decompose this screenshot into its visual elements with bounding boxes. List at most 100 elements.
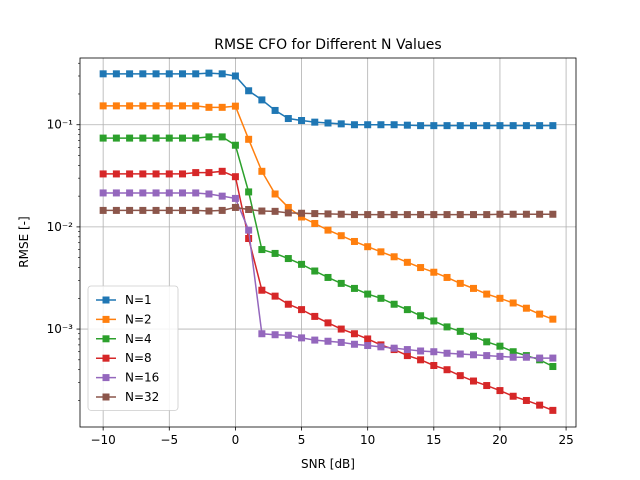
data-point [298,209,306,217]
data-point [192,70,200,78]
data-point [245,206,253,214]
data-point [245,188,253,196]
data-point [469,211,477,219]
data-point [337,120,345,128]
data-point [192,169,200,177]
data-point [483,352,491,360]
data-point [298,334,306,342]
data-point [483,382,491,390]
data-point [496,122,504,130]
data-point [390,211,398,219]
data-point [350,284,358,292]
data-point [443,349,451,357]
data-point [258,330,266,338]
data-point [271,249,279,257]
y-axis-title: RMSE [-] [17,216,31,267]
legend-label: N=8 [125,351,152,365]
x-axis-title: SNR [dB] [301,457,355,471]
data-point [536,210,544,218]
data-point [536,310,544,318]
data-point [245,135,253,143]
data-point [139,70,147,78]
data-point [483,290,491,298]
data-point [549,354,557,362]
data-point [179,70,187,78]
data-point [112,70,120,78]
data-point [271,190,279,198]
data-point [417,122,425,130]
data-point [403,258,411,266]
data-point [99,189,107,197]
data-point [350,237,358,245]
legend-item: N=16 [96,371,159,385]
data-point [298,260,306,268]
legend-item: N=4 [96,332,152,346]
data-point [364,290,372,298]
data-point [456,350,464,358]
data-point [271,207,279,215]
plot-series [99,69,557,414]
data-point [179,102,187,110]
series-n1 [99,69,557,130]
data-point [337,325,345,333]
data-point [350,211,358,219]
data-point [126,170,134,178]
data-point [126,102,134,110]
data-point [99,170,107,178]
data-point [377,121,385,129]
data-point [324,210,332,218]
data-point [192,134,200,142]
data-point [192,102,200,110]
data-point [350,121,358,129]
data-point [152,70,160,78]
data-point [284,255,292,263]
data-point [192,189,200,197]
data-point [390,121,398,129]
data-point [205,169,213,177]
series-n2 [99,102,557,323]
data-point [324,119,332,127]
data-point [126,206,134,214]
data-point [509,392,517,400]
data-point [126,70,134,78]
data-point [218,206,226,214]
axis-ticks: −10 −5 0 5 10 15 20 25 10⁻³ 10⁻² 10⁻¹ [47,62,574,447]
data-point [99,134,107,142]
data-point [430,211,438,219]
data-point [456,279,464,287]
data-point [403,211,411,219]
data-point [284,209,292,217]
data-point [364,211,372,219]
data-point [536,354,544,362]
data-point [483,122,491,130]
data-point [522,396,530,404]
data-point [549,210,557,218]
data-point [152,134,160,142]
data-point [483,211,491,219]
y-tick-label: 10⁻¹ [47,118,74,132]
legend-label: N=1 [125,293,152,307]
data-point [112,206,120,214]
data-point [311,267,319,275]
data-point [417,211,425,219]
data-point [112,134,120,142]
data-point [205,133,213,141]
series-n16 [99,189,557,362]
data-point [417,312,425,320]
data-point [417,356,425,364]
data-point [311,219,319,227]
data-point [337,279,345,287]
data-point [377,211,385,219]
data-point [205,190,213,198]
data-point [337,210,345,218]
data-point [99,102,107,110]
data-point [99,206,107,214]
data-point [218,103,226,111]
data-point [496,387,504,395]
legend-item: N=2 [96,312,152,326]
data-point [324,273,332,281]
data-point [496,342,504,350]
legend-marker [102,296,110,304]
data-point [139,189,147,197]
